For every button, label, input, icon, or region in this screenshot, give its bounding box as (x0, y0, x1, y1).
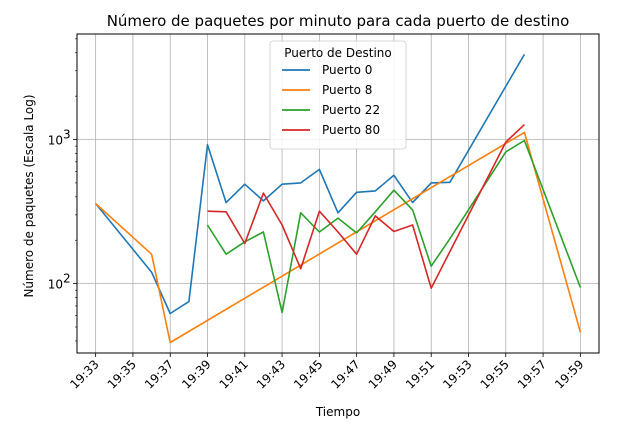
legend-item: Puerto 80 (322, 123, 380, 137)
series-lines (94, 53, 582, 344)
series-line (94, 53, 526, 315)
legend-item: Puerto 8 (322, 83, 372, 97)
y-tick-exponent: 3 (63, 128, 71, 142)
series-line (95, 131, 582, 344)
series-line (207, 124, 525, 290)
y-tick-exponent: 2 (63, 272, 71, 286)
chart-title: Número de paquetes por minuto para cada … (107, 12, 570, 30)
plot-frame (76, 33, 600, 354)
legend-item: Puerto 0 (322, 63, 372, 77)
y-tick-label: 10 (48, 134, 63, 148)
legend-box (269, 40, 407, 150)
y-tick-label: 10 (48, 278, 63, 292)
legend-title: Puerto de Destino (284, 46, 391, 60)
x-axis-label: Tiempo (315, 405, 360, 419)
y-axis-label: Número de paquetes (Escala Log) (22, 94, 36, 297)
series-line (206, 139, 582, 314)
legend-item: Puerto 22 (322, 103, 380, 117)
legend: Puerto de Destino Puerto 0 Puerto 8 Puerto … (269, 40, 407, 150)
